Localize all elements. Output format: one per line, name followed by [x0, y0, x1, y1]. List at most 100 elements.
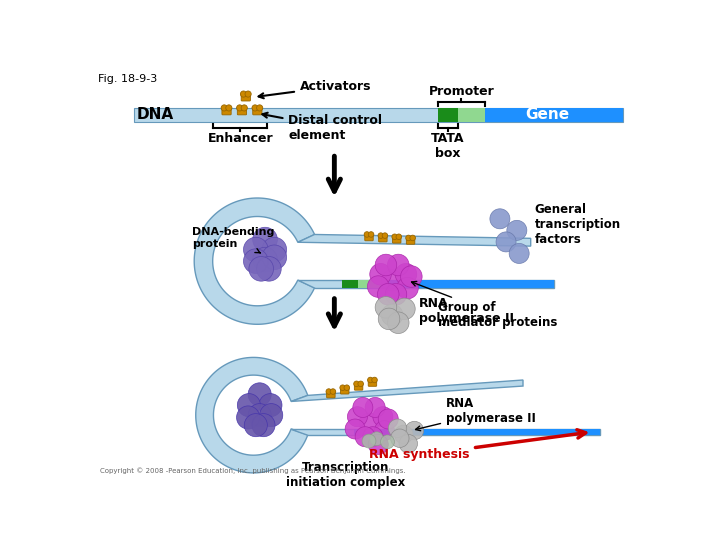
Circle shape — [382, 269, 403, 291]
Circle shape — [340, 385, 346, 390]
FancyBboxPatch shape — [354, 383, 363, 390]
Text: Fig. 18-9-3: Fig. 18-9-3 — [98, 74, 157, 84]
Circle shape — [387, 254, 409, 276]
Circle shape — [248, 403, 271, 427]
Text: DNA-bending
protein: DNA-bending protein — [192, 227, 274, 253]
Circle shape — [344, 385, 350, 390]
Text: DNA: DNA — [137, 107, 174, 123]
Circle shape — [368, 434, 388, 455]
Circle shape — [372, 377, 377, 383]
Circle shape — [240, 91, 246, 97]
Circle shape — [238, 394, 261, 417]
Circle shape — [256, 105, 263, 111]
Bar — [457, 108, 485, 122]
Circle shape — [397, 278, 418, 299]
Circle shape — [387, 312, 409, 334]
Circle shape — [359, 413, 379, 433]
Polygon shape — [196, 357, 307, 473]
FancyBboxPatch shape — [392, 236, 401, 243]
Circle shape — [364, 232, 369, 237]
Circle shape — [241, 105, 248, 111]
Circle shape — [410, 235, 415, 241]
Polygon shape — [194, 198, 315, 325]
Circle shape — [248, 383, 271, 406]
Circle shape — [348, 407, 367, 427]
Text: Gene: Gene — [525, 107, 569, 123]
Circle shape — [392, 234, 397, 240]
FancyBboxPatch shape — [341, 387, 349, 394]
Circle shape — [405, 421, 423, 440]
Circle shape — [245, 91, 251, 97]
Circle shape — [252, 105, 258, 111]
Text: Promoter: Promoter — [428, 85, 494, 98]
Bar — [438, 108, 457, 122]
Circle shape — [375, 254, 397, 276]
Bar — [382, 280, 554, 288]
Circle shape — [490, 209, 510, 229]
Circle shape — [362, 434, 376, 448]
Circle shape — [377, 284, 399, 305]
Circle shape — [375, 296, 397, 318]
Circle shape — [406, 235, 411, 241]
Bar — [341, 280, 359, 288]
Circle shape — [381, 435, 395, 449]
Circle shape — [256, 256, 282, 281]
Circle shape — [353, 397, 373, 417]
Circle shape — [345, 419, 365, 439]
Circle shape — [394, 298, 415, 320]
Circle shape — [507, 220, 527, 240]
Text: Enhancer: Enhancer — [207, 132, 273, 145]
Circle shape — [354, 381, 359, 387]
Circle shape — [378, 409, 398, 429]
Circle shape — [253, 227, 277, 252]
FancyBboxPatch shape — [253, 107, 262, 115]
Circle shape — [330, 389, 336, 394]
Circle shape — [496, 232, 516, 252]
Circle shape — [390, 429, 409, 448]
Circle shape — [358, 381, 364, 387]
Circle shape — [363, 427, 383, 447]
Circle shape — [378, 233, 384, 238]
Polygon shape — [298, 280, 554, 288]
Circle shape — [388, 419, 407, 437]
Circle shape — [326, 389, 332, 394]
Bar — [485, 108, 623, 122]
Text: RNA
polymerase II: RNA polymerase II — [415, 397, 536, 431]
Circle shape — [226, 105, 232, 111]
Circle shape — [509, 244, 529, 264]
Text: Group of
mediator proteins: Group of mediator proteins — [412, 281, 558, 329]
Circle shape — [262, 245, 287, 269]
Text: Activators: Activators — [258, 80, 372, 98]
Text: General
transcription
factors: General transcription factors — [534, 204, 621, 246]
Polygon shape — [298, 234, 531, 246]
Circle shape — [237, 406, 260, 429]
Circle shape — [262, 237, 287, 262]
Circle shape — [243, 249, 268, 273]
Circle shape — [378, 308, 400, 330]
Circle shape — [244, 414, 267, 437]
Circle shape — [382, 304, 403, 326]
Circle shape — [237, 105, 243, 111]
FancyBboxPatch shape — [238, 107, 246, 115]
Text: TATA
box: TATA box — [431, 132, 464, 160]
Circle shape — [374, 421, 395, 441]
FancyBboxPatch shape — [241, 93, 251, 101]
Circle shape — [395, 425, 413, 444]
Circle shape — [249, 256, 274, 281]
Circle shape — [253, 247, 277, 272]
Circle shape — [355, 427, 375, 447]
Circle shape — [259, 394, 282, 417]
Circle shape — [370, 432, 384, 445]
Text: RNA
polymerase II: RNA polymerase II — [419, 297, 514, 325]
FancyBboxPatch shape — [327, 391, 335, 398]
Circle shape — [260, 403, 283, 427]
Circle shape — [396, 234, 402, 240]
Circle shape — [395, 264, 417, 285]
Circle shape — [399, 434, 418, 453]
Bar — [354, 429, 600, 435]
Polygon shape — [291, 380, 523, 401]
Circle shape — [367, 276, 389, 298]
Circle shape — [370, 264, 392, 285]
Circle shape — [365, 397, 385, 417]
Bar — [359, 280, 382, 288]
